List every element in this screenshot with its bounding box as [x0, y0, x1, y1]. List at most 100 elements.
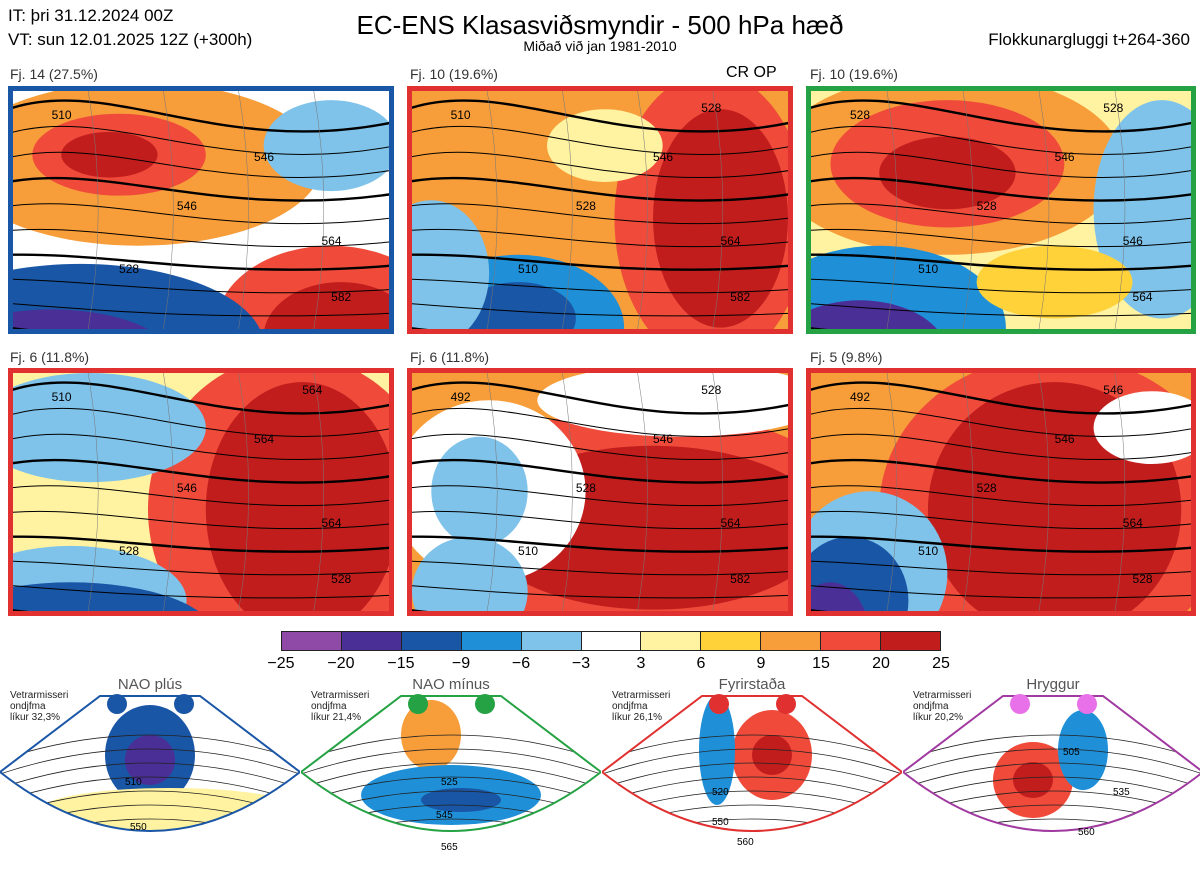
colorbar-tick-label: 3 — [636, 655, 646, 672]
cr-op-tag: CR OP — [726, 64, 777, 81]
contour-label: 492 — [850, 390, 870, 404]
height-contour — [412, 485, 788, 507]
height-contour — [13, 151, 389, 179]
height-contour — [13, 303, 389, 317]
height-contour — [811, 407, 1191, 438]
regime-marker — [475, 694, 495, 714]
height-contour — [602, 818, 902, 831]
height-contour — [903, 748, 1200, 775]
graticule-line — [712, 91, 724, 329]
graticule-line — [962, 373, 974, 611]
anomaly-shading — [999, 849, 1027, 861]
graticule-line — [1114, 373, 1126, 611]
height-contour — [412, 407, 788, 438]
colorbar-swatch — [761, 632, 822, 650]
contour-label: 546 — [1103, 383, 1123, 397]
height-contour — [811, 303, 1191, 317]
cluster-map-1[interactable]: 510 528 546 546 564 582 — [8, 86, 394, 334]
height-contour — [412, 151, 788, 179]
colorbar-swatch — [821, 632, 882, 650]
map-field: 528 510 528 546 546 564 528 — [811, 91, 1191, 329]
contour-label: 528 — [119, 262, 139, 276]
contour-label: 546 — [653, 150, 673, 164]
height-contour — [0, 833, 300, 858]
contour-label: 528 — [977, 481, 997, 495]
regime-name: Hryggur — [1026, 676, 1080, 693]
panel-caption: Fj. 14 (27.5%) — [10, 66, 98, 82]
colorbar-tick-label: 20 — [872, 655, 890, 672]
classification-window: Flokkunargluggi t+264-360 — [988, 30, 1190, 49]
cluster-map-2[interactable]: 510 510 528 546 564 582 528 — [407, 86, 793, 334]
height-contour — [13, 278, 389, 294]
height-contour — [0, 734, 300, 761]
graticule-line — [1038, 373, 1050, 611]
contour-label: 510 — [918, 262, 938, 276]
graticule-line — [238, 373, 249, 611]
cluster-map-3[interactable]: 528 510 528 546 546 564 528 — [806, 86, 1196, 334]
valid-time: VT: sun 12.01.2025 12Z (+300h) — [8, 30, 253, 49]
graticule-line — [87, 91, 99, 329]
page-subtitle: Miðað við jan 1981-2010 — [523, 38, 677, 54]
contour-label: 582 — [730, 290, 750, 304]
height-contour — [301, 748, 601, 775]
colorbar-tick-label: −15 — [387, 655, 415, 672]
graticule-line — [238, 91, 249, 329]
colorbar-tick-label: 6 — [696, 655, 706, 672]
height-contour — [811, 99, 1191, 133]
colorbar-tick-label: −9 — [451, 655, 471, 672]
contour-label: 560 — [737, 837, 754, 848]
regime-map: 520 550 560 — [602, 695, 902, 848]
regime-probability: Vetrarmisseri ondjfma líkur 21,4% — [311, 690, 370, 723]
contour-label: 525 — [441, 777, 458, 788]
anomaly-shading — [61, 131, 158, 178]
graticule-line — [163, 373, 174, 611]
regime-outline — [903, 695, 1200, 832]
anomaly-shading — [40, 788, 300, 831]
height-contour — [0, 847, 300, 872]
height-contour — [811, 381, 1191, 415]
height-contour — [0, 818, 300, 831]
anomaly-shading — [205, 382, 389, 611]
colorbar-tick-label: 15 — [812, 655, 830, 672]
regime-probability: Vetrarmisseri ondjfma líkur 26,1% — [612, 690, 671, 723]
contour-label: 564 — [322, 234, 342, 248]
contour-label: 528 — [1133, 572, 1153, 586]
contour-label: 550 — [130, 822, 147, 833]
height-contour — [412, 585, 788, 599]
graticule-line — [87, 373, 99, 611]
contour-label: 546 — [1055, 432, 1075, 446]
height-contour — [412, 535, 788, 553]
contour-label: 492 — [451, 390, 471, 404]
height-contour — [301, 776, 601, 803]
panel-caption: Fj. 10 (19.6%) — [410, 66, 498, 82]
graticule-line — [313, 373, 325, 611]
graticule-line — [962, 91, 974, 329]
anomaly-shading — [13, 309, 148, 329]
regime-marker — [408, 694, 428, 714]
height-contour — [13, 99, 389, 133]
cluster-map-5[interactable]: 492 510 528 546 564 582 528 — [407, 368, 793, 616]
graticule-line — [486, 91, 498, 329]
graticule-line — [562, 91, 573, 329]
regime-marker — [1010, 694, 1030, 714]
height-contour — [811, 125, 1191, 156]
contour-label: 528 — [977, 199, 997, 213]
cluster-map-6[interactable]: 492 510 528 546 564 528 546 — [806, 368, 1196, 616]
page-title: EC-ENS Klasasviðsmyndir - 500 hPa hæð — [356, 10, 844, 40]
anomaly-shading — [537, 373, 788, 437]
contour-label: 564 — [721, 516, 741, 530]
height-contour — [0, 748, 300, 775]
contour-label: 510 — [52, 390, 72, 404]
height-contour — [811, 433, 1191, 461]
anomaly-shading — [13, 373, 206, 483]
cluster-map-4[interactable]: 510 528 546 564 564 528 564 — [8, 368, 394, 616]
anomaly-shading — [976, 245, 1133, 319]
contour-label: 528 — [576, 481, 596, 495]
height-contour — [412, 278, 788, 294]
contour-label: 510 — [125, 777, 142, 788]
height-contour — [412, 176, 788, 202]
height-contour — [13, 433, 389, 461]
panel-caption: Fj. 10 (19.6%) — [810, 66, 898, 82]
panel-caption: Fj. 5 (9.8%) — [810, 349, 883, 365]
panel-caption: Fj. 6 (11.8%) — [10, 349, 90, 365]
